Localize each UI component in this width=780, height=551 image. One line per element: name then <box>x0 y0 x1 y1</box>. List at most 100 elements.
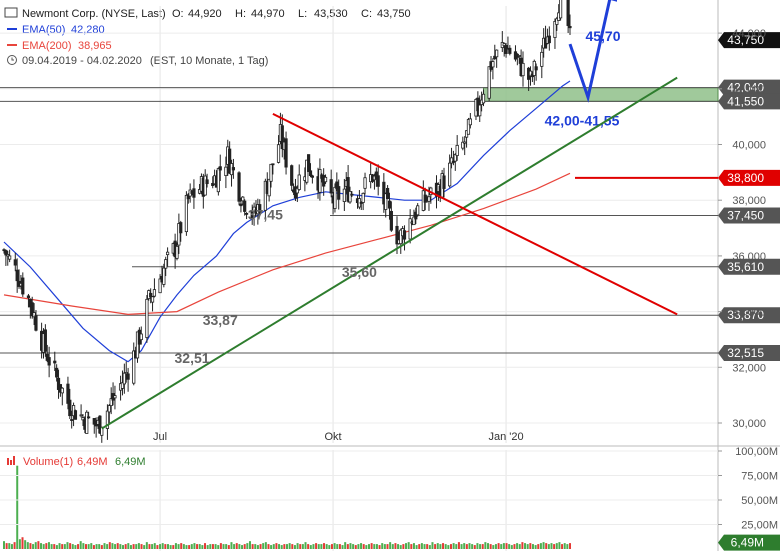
trendlines <box>101 76 678 430</box>
volume-bar-58 <box>156 545 159 549</box>
volume-bar-207 <box>550 543 553 549</box>
candle-body-144 <box>382 181 386 205</box>
candle-body-79 <box>211 182 215 186</box>
volume-bar-78 <box>209 544 212 549</box>
candle-body-123 <box>323 176 328 183</box>
ohlc-label-3: C: <box>361 8 372 20</box>
volume-bar-176 <box>468 543 471 549</box>
volume-bar-179 <box>476 543 479 549</box>
volume-bar-120 <box>320 544 323 549</box>
volume-bar-137 <box>365 545 368 549</box>
volume-bar-178 <box>473 545 476 549</box>
volume-bar-42 <box>114 544 117 549</box>
candle-body-78 <box>205 179 209 185</box>
volume-bar-154 <box>410 544 413 549</box>
candle-body-47 <box>124 372 128 375</box>
candle-body-11 <box>30 302 34 317</box>
volume-bar-157 <box>418 544 421 549</box>
volume-bar-138 <box>367 544 370 549</box>
volume-legend-label: Volume(1) <box>23 456 73 468</box>
candle-body-200 <box>528 70 533 77</box>
candle-body-51 <box>135 331 140 359</box>
candle-body-181 <box>478 104 482 117</box>
volume-bar-125 <box>333 543 336 549</box>
candle-body-175 <box>463 141 467 144</box>
candle-body-204 <box>540 51 544 67</box>
candle-body-118 <box>310 175 314 178</box>
candle-body-83 <box>218 166 222 171</box>
volume-bar-209 <box>555 543 558 549</box>
volume-bar-45 <box>122 545 125 549</box>
volume-bar-59 <box>159 544 162 549</box>
volume-bar-62 <box>166 544 169 549</box>
volume-bar-64 <box>172 545 175 549</box>
candle-body-184 <box>487 66 491 99</box>
ema-line-1 <box>3 172 571 316</box>
volume-bar-13 <box>37 541 40 549</box>
volume-bar-165 <box>439 544 442 549</box>
volume-bar-123 <box>328 545 331 549</box>
volume-icon-bar <box>10 460 12 465</box>
volume-bar-183 <box>487 543 490 549</box>
volume-bar-91 <box>243 544 246 549</box>
volume-bar-133 <box>354 545 357 549</box>
x-tick-label-1: Okt <box>325 431 342 443</box>
volume-bar-110 <box>293 545 296 549</box>
support-zone-box <box>483 87 719 102</box>
level-tag-5 <box>718 207 780 224</box>
volume-bar-171 <box>455 544 458 549</box>
volume-bar-97 <box>259 544 262 549</box>
candle-body-162 <box>427 196 431 202</box>
candle-body-108 <box>284 138 288 168</box>
level-tag-7 <box>718 307 780 324</box>
level-tag-label-4: 38,800 <box>727 171 764 185</box>
volume-bar-54 <box>145 542 148 549</box>
volume-bar-115 <box>307 544 310 549</box>
candle-body-133 <box>350 193 354 196</box>
volume-bar-180 <box>479 544 482 549</box>
candle-body-129 <box>342 188 346 202</box>
candle-body-117 <box>308 170 313 177</box>
candle-body-68 <box>179 222 183 234</box>
volume-bar-167 <box>444 544 447 549</box>
candle-body-99 <box>263 180 267 211</box>
volume-bar-107 <box>286 544 288 549</box>
candle-body-128 <box>337 186 341 200</box>
candle-body-120 <box>318 169 322 193</box>
level-annotation-0: 37,45 <box>248 207 283 223</box>
volume-icon-bar-2 <box>13 456 15 465</box>
volume-bar-95 <box>254 544 257 549</box>
volume-bar-82 <box>219 543 222 549</box>
ohlc-value-1: 44,970 <box>251 8 285 20</box>
volume-bar-101 <box>270 545 273 549</box>
volume-bar-84 <box>225 544 228 549</box>
level-tag-label-8: 32,515 <box>727 346 764 360</box>
x-tick-label-0: Jul <box>153 431 167 443</box>
level-annotation-2: 33,87 <box>203 312 238 328</box>
volume-bar-182 <box>484 542 487 549</box>
candle-body-156 <box>412 216 416 226</box>
candle-body-23 <box>60 387 64 394</box>
chart-type-icon[interactable] <box>4 7 18 18</box>
volume-bar-11 <box>32 544 35 549</box>
candle-body-24 <box>66 383 70 404</box>
volume-bar-186 <box>494 544 497 549</box>
volume-bar-81 <box>217 545 220 549</box>
volume-bar-169 <box>449 544 452 549</box>
volume-bar-22 <box>61 544 64 549</box>
volume-bar-8 <box>24 540 27 549</box>
volume-bar-75 <box>201 545 204 549</box>
candle-body-142 <box>374 171 378 179</box>
volume-bar-132 <box>352 544 355 549</box>
candle-body-214 <box>566 0 570 26</box>
volume-bar-69 <box>185 545 188 549</box>
volume-bar-23 <box>63 544 66 549</box>
volume-bar-100 <box>267 544 270 549</box>
volume-bar-46 <box>124 544 127 549</box>
volume-bar-142 <box>378 545 381 549</box>
volume-bar-130 <box>346 544 349 549</box>
candle-body-91 <box>241 196 245 202</box>
volume-bar-124 <box>330 544 333 549</box>
target-arrow: 45,70 <box>568 0 621 103</box>
